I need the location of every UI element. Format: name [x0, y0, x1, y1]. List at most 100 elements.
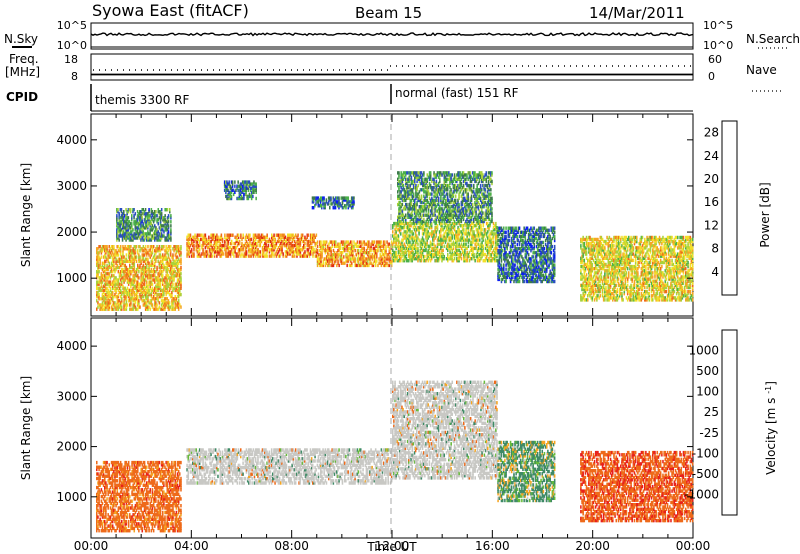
data-cell-region-4 — [496, 242, 498, 246]
data-cell-region-4 — [435, 226, 438, 230]
data-cell-region-0 — [107, 267, 109, 272]
data-cell-region-2 — [225, 248, 227, 252]
data-cell-region-4 — [428, 257, 431, 261]
data-cell-region-3 — [365, 257, 368, 261]
data-cell-region-1 — [159, 232, 162, 236]
data-cell-region-4 — [479, 246, 481, 251]
data-cell-region-0 — [152, 307, 155, 311]
data-cell-region-5 — [412, 171, 415, 175]
data-cell-region-0 — [135, 267, 138, 272]
data-cell-region-0 — [141, 255, 144, 259]
data-cell-region-1 — [129, 238, 132, 242]
data-cell-region-4 — [492, 228, 495, 232]
data-cell-region-5 — [441, 207, 443, 211]
data-cell-region-4 — [420, 257, 423, 261]
data-cell-region-4 — [475, 228, 478, 232]
data-cell-region-0 — [104, 295, 106, 299]
data-cell-region-2 — [265, 252, 267, 256]
data-cell-region-0 — [129, 295, 131, 299]
data-cell-region-4 — [458, 244, 460, 248]
data-cell-region-3 — [376, 240, 378, 244]
data-cell-region-4 — [464, 242, 466, 246]
data-cell-region-4 — [457, 248, 459, 253]
data-cell-region-0 — [96, 261, 98, 265]
data-cell-region-4 — [411, 254, 414, 259]
data-cell-region-4 — [394, 236, 396, 240]
data-cell-region-3 — [364, 263, 367, 268]
data-cell-region-0 — [180, 253, 182, 257]
data-cell-region-4 — [432, 230, 434, 234]
data-cell-region-2 — [224, 243, 226, 248]
data-cell-region-2 — [289, 252, 291, 256]
data-cell-region-4 — [496, 246, 498, 251]
data-cell-region-0 — [175, 284, 178, 288]
data-cell-region-4 — [449, 236, 451, 240]
data-cell-region-5 — [431, 188, 433, 192]
data-cell-region-2 — [299, 239, 302, 244]
data-cell-region-0 — [164, 280, 166, 284]
data-cell-region-4 — [452, 221, 455, 226]
data-cell-region-2 — [307, 241, 310, 246]
data-cell-region-4 — [449, 250, 451, 255]
data-cell-region-2 — [219, 248, 222, 252]
data-cell-region-5 — [442, 186, 444, 190]
data-cell-region-4 — [456, 244, 458, 248]
data-cell-region-0 — [168, 245, 171, 249]
data-cell-region-0 — [154, 297, 156, 301]
data-cell-region-2 — [219, 237, 222, 242]
data-cell-region-5 — [428, 183, 431, 188]
data-cell-region-1 — [118, 228, 120, 232]
data-cell-region-5 — [399, 211, 401, 215]
data-cell-region-0 — [157, 280, 159, 284]
data-cell-region-0 — [180, 259, 182, 263]
data-cell-region-0 — [144, 247, 147, 251]
data-cell-region-2 — [279, 239, 281, 244]
data-cell-region-1 — [123, 236, 125, 240]
data-cell-region-5 — [417, 217, 419, 222]
data-cell-region-4 — [441, 250, 443, 255]
data-cell-region-5 — [434, 194, 437, 198]
data-cell-region-1 — [154, 224, 156, 228]
data-cell-region-5 — [436, 190, 439, 194]
data-cell-region-5 — [409, 173, 412, 177]
data-cell-region-2 — [277, 246, 280, 250]
data-cell-region-0 — [102, 299, 105, 303]
data-cell-region-2 — [221, 237, 224, 242]
data-cell-region-3 — [351, 246, 353, 251]
data-cell-region-4 — [456, 230, 458, 234]
data-cell-region-1 — [140, 216, 142, 220]
data-cell-region-4 — [453, 257, 456, 261]
data-cell-region-4 — [456, 257, 458, 261]
data-cell-region-4 — [465, 224, 467, 228]
data-cell-region-5 — [442, 211, 444, 215]
data-cell-region-4 — [490, 230, 493, 234]
data-cell-region-1 — [146, 222, 148, 226]
data-cell-region-0 — [172, 305, 174, 309]
data-cell-region-5 — [422, 177, 424, 181]
data-cell-region-5 — [424, 183, 426, 188]
data-cell-region-1 — [158, 216, 161, 220]
data-cell-region-3 — [388, 255, 391, 259]
data-cell-region-0 — [168, 280, 171, 284]
data-cell-region-0 — [167, 284, 170, 288]
data-cell-region-1 — [121, 214, 124, 218]
data-cell-region-5 — [453, 207, 456, 211]
data-cell-region-3 — [387, 242, 389, 246]
data-cell-region-4 — [492, 221, 495, 226]
data-cell-region-4 — [395, 226, 397, 230]
data-cell-region-2 — [220, 250, 223, 254]
data-cell-region-4 — [414, 240, 417, 244]
data-cell-region-4 — [397, 224, 400, 228]
data-cell-region-5 — [426, 217, 429, 222]
data-cell-region-5 — [405, 205, 407, 209]
data-cell-region-2 — [306, 233, 309, 237]
data-cell-region-0 — [164, 288, 166, 293]
data-cell-region-5 — [451, 213, 454, 217]
data-cell-region-0 — [163, 288, 165, 293]
data-cell-region-3 — [366, 263, 369, 268]
data-cell-region-0 — [135, 282, 138, 286]
nsky-tick-top: 10^5 — [57, 19, 87, 32]
data-cell-region-2 — [212, 243, 215, 248]
data-cell-region-3 — [384, 259, 386, 263]
data-cell-region-0 — [127, 267, 130, 272]
